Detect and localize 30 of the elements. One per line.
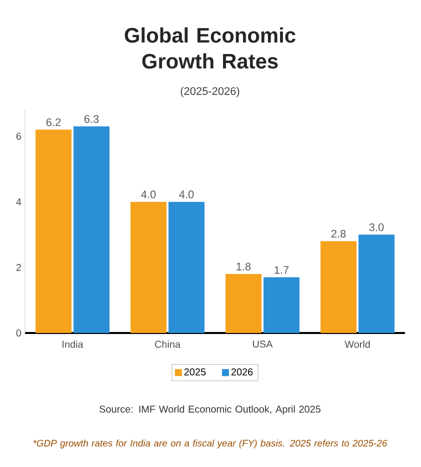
data-label: 1.7: [274, 266, 289, 274]
chart-subtitle: (2025-2026): [180, 86, 240, 98]
data-label: 1.8: [236, 262, 251, 270]
data-label: 6.3: [84, 115, 99, 123]
legend-label: 2025: [184, 368, 206, 376]
bar: [168, 202, 204, 333]
bar: [226, 274, 262, 333]
bar: [263, 277, 300, 333]
x-tick-label: India: [62, 340, 84, 348]
data-label: 2.8: [331, 230, 346, 238]
data-label: 4.0: [141, 190, 156, 198]
data-label: 4.0: [179, 190, 194, 198]
y-tick-label: 2: [16, 264, 21, 271]
x-tick-label: USA: [253, 340, 273, 348]
data-label: 6.2: [46, 118, 61, 126]
bar: [358, 234, 394, 333]
y-tick-label: 6: [16, 132, 22, 140]
x-tick-label: World: [344, 340, 370, 348]
source-note: Source: IMF World Economic Outlook, April 2025: [100, 405, 320, 415]
x-tick-label: China: [154, 340, 181, 348]
bar: [320, 241, 357, 333]
bar: [130, 202, 167, 333]
bar: [36, 130, 72, 333]
legend-label: 2026: [231, 368, 253, 376]
text: *GDP growth rates for India are on a fiscal year (FY) basis. 2025 refers to 2025-26: [33, 440, 388, 448]
y-tick-label: 0: [16, 329, 22, 337]
chart-title: Global Economic Growth Rates: [124, 27, 296, 69]
data-label: 3.0: [369, 223, 384, 232]
bar: [73, 126, 110, 333]
y-tick-label: 4: [16, 198, 22, 206]
